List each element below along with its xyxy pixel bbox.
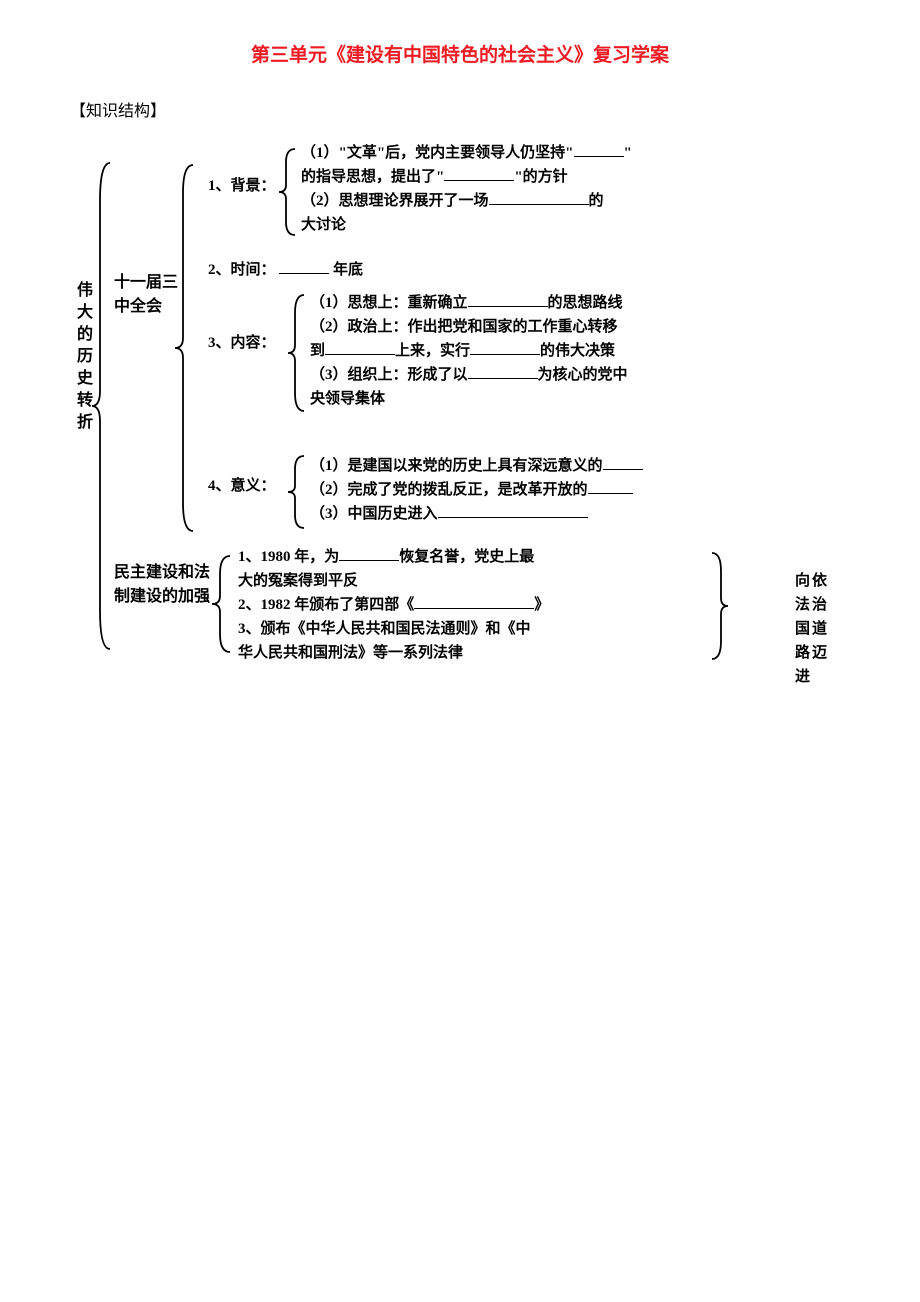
bracket-l1-congress — [175, 163, 195, 533]
blank — [468, 363, 538, 379]
content-line3a: 到 — [310, 343, 325, 359]
democracy-line4: 3、颁布《中华人民共和国民法通则》和《中 — [238, 621, 531, 637]
bg-line1b: " — [624, 145, 632, 161]
blank — [588, 478, 633, 494]
blank — [468, 291, 548, 307]
bg-line1a: （1）"文革"后，党内主要领导人仍坚持" — [301, 145, 574, 161]
knowledge-structure-diagram: 伟大的历史转折 十一届三中全会 民主建设和法制建设的加强 1、背景： （1）"文… — [70, 141, 850, 681]
meaning-content: （1）是建国以来党的历史上具有深远意义的 （2）完成了党的拨乱反正，是改革开放的… — [310, 454, 750, 526]
blank — [339, 545, 399, 561]
blank — [489, 189, 589, 205]
congress-text: 十一届三中全会 — [114, 271, 179, 319]
level2-time: 2、时间： 年底 — [208, 258, 363, 279]
content-line1b: 的思想路线 — [548, 295, 623, 311]
bracket-right — [710, 551, 730, 661]
content-content: （1）思想上：重新确立 的思想路线 （2）政治上：作出把党和国家的工作重心转移 到… — [310, 291, 750, 411]
blank — [574, 141, 624, 157]
page-title: 第三单元《建设有中国特色的社会主义》复习学案 — [70, 40, 850, 67]
level1-democracy: 民主建设和法制建设的加强 — [114, 561, 214, 609]
democracy-line1a: 1、1980 年，为 — [238, 549, 339, 565]
main-label: 伟大的历史转折 — [70, 281, 94, 435]
bracket-main — [92, 161, 112, 651]
level2-content: 3、内容： — [208, 331, 276, 352]
level1-congress: 十一届三中全会 — [114, 271, 179, 319]
bg-line2a: 的指导思想，提出了" — [301, 169, 444, 185]
democracy-line5: 华人民共和国刑法》等一系列法律 — [238, 645, 463, 661]
blank — [279, 258, 329, 274]
content-line5: 央领导集体 — [310, 391, 385, 407]
right-label: 向依法治国道路迈进 — [795, 569, 845, 689]
bracket-content — [288, 293, 306, 413]
content-line3c: 的伟大决策 — [540, 343, 615, 359]
content-line4b: 为核心的党中 — [538, 367, 628, 383]
meaning-line3: （3）中国历史进入 — [310, 506, 438, 522]
democracy-line3b: 》 — [534, 597, 549, 613]
content-line1a: （1）思想上：重新确立 — [310, 295, 468, 311]
level2-bg: 1、背景： — [208, 174, 276, 195]
time-suffix: 年底 — [333, 262, 363, 278]
content-line3b: 上来，实行 — [395, 343, 470, 359]
bg-line3b: 的 — [589, 193, 604, 209]
blank — [470, 339, 540, 355]
blank — [603, 454, 643, 470]
bracket-bg — [279, 147, 297, 237]
meaning-line1: （1）是建国以来党的历史上具有深远意义的 — [310, 458, 603, 474]
bg-line2b: "的方针 — [514, 169, 567, 185]
bg-line4: 大讨论 — [301, 217, 346, 233]
level2-meaning: 4、意义： — [208, 474, 276, 495]
democracy-content: 1、1980 年，为 恢复名誉，党史上最 大的冤案得到平反 2、1982 年颁布了… — [238, 545, 708, 665]
bracket-l1-democracy — [212, 554, 232, 654]
content-line2: （2）政治上：作出把党和国家的工作重心转移 — [310, 319, 618, 335]
bracket-meaning — [288, 454, 306, 530]
blank — [444, 165, 514, 181]
democracy-line3a: 2、1982 年颁布了第四部《 — [238, 597, 414, 613]
section-header: 【知识结构】 — [70, 97, 850, 121]
bg-line3a: （2）思想理论界展开了一场 — [301, 193, 489, 209]
meaning-line2: （2）完成了党的拨乱反正，是改革开放的 — [310, 482, 588, 498]
bg-content: （1）"文革"后，党内主要领导人仍坚持" " 的指导思想，提出了" "的方针 （2）… — [301, 141, 751, 237]
time-label: 2、时间： — [208, 262, 276, 278]
blank — [325, 339, 395, 355]
democracy-line1b: 恢复名誉，党史上最 — [399, 549, 534, 565]
content-line4a: （3）组织上：形成了以 — [310, 367, 468, 383]
blank — [438, 502, 588, 518]
democracy-line2: 大的冤案得到平反 — [238, 573, 358, 589]
blank — [414, 593, 534, 609]
